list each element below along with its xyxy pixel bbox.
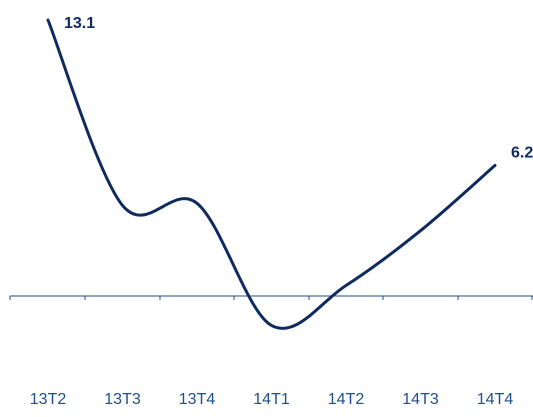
- x-tick-label: 13T4: [179, 391, 216, 408]
- series-line: [46, 18, 497, 330]
- x-tick-label: 14T3: [402, 391, 439, 408]
- x-tick-label: 14T2: [328, 391, 365, 408]
- x-tick-label: 14T4: [477, 391, 514, 408]
- data-label: 13.1: [64, 15, 95, 32]
- x-tick-label: 13T2: [30, 391, 67, 408]
- data-label: 6.2: [511, 144, 533, 161]
- x-tick-label: 13T3: [104, 391, 141, 408]
- x-tick-label: 14T1: [253, 391, 290, 408]
